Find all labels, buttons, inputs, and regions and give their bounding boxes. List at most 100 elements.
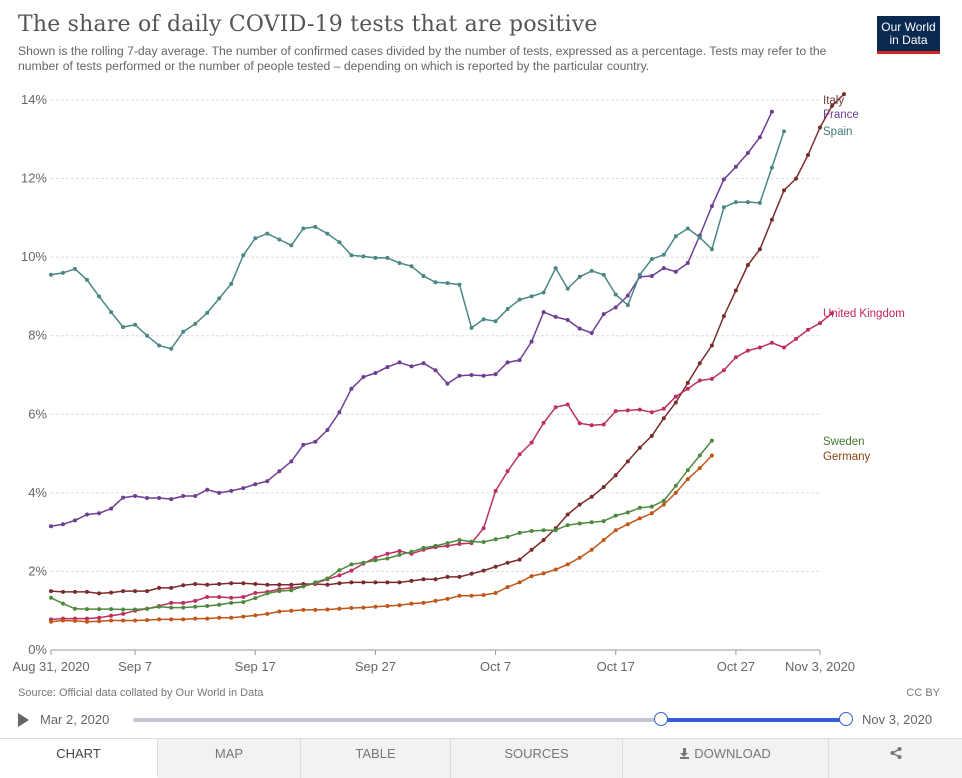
data-point: [589, 268, 594, 273]
data-point: [445, 381, 450, 386]
data-point: [613, 528, 618, 533]
data-point: [577, 502, 582, 507]
data-point: [277, 237, 282, 242]
data-point: [769, 165, 774, 170]
data-point: [277, 589, 282, 594]
data-point: [337, 410, 342, 415]
data-point: [457, 282, 462, 287]
data-point: [625, 522, 630, 527]
data-point: [409, 601, 414, 606]
data-point: [769, 109, 774, 114]
series-line-united-kingdom: [50, 312, 833, 621]
data-point: [85, 277, 89, 282]
data-point: [565, 318, 570, 322]
data-point: [565, 523, 570, 528]
data-point: [337, 573, 342, 578]
data-point: [830, 311, 834, 316]
data-point: [169, 585, 174, 590]
data-point: [517, 452, 522, 457]
data-point: [649, 504, 654, 509]
data-point: [49, 595, 53, 600]
data-point: [553, 567, 558, 572]
data-point: [613, 409, 618, 414]
tab-table[interactable]: TABLE: [301, 739, 451, 778]
play-icon[interactable]: [18, 713, 29, 727]
timeline-end-handle[interactable]: [839, 712, 853, 726]
data-point: [85, 616, 89, 621]
data-point: [361, 254, 366, 259]
chart-title: The share of daily COVID-19 tests that a…: [18, 12, 598, 37]
data-point: [109, 613, 114, 618]
series-label: United Kingdom: [823, 308, 905, 320]
data-point: [145, 606, 150, 611]
data-point: [205, 487, 210, 492]
data-point: [133, 589, 138, 594]
data-point: [529, 339, 534, 344]
data-point: [445, 596, 450, 601]
data-point: [613, 513, 618, 518]
data-point: [589, 547, 594, 552]
data-point: [505, 585, 510, 590]
data-point: [553, 528, 558, 533]
timeline-start-handle[interactable]: [653, 712, 668, 726]
data-point: [97, 619, 102, 624]
x-tick-label: Oct 7: [480, 659, 511, 674]
data-point: [109, 310, 114, 315]
data-point: [121, 607, 126, 612]
data-point: [349, 568, 354, 573]
data-point: [181, 329, 186, 334]
data-point: [49, 524, 53, 529]
data-point: [241, 595, 246, 599]
data-point: [169, 600, 174, 605]
data-point: [85, 607, 89, 612]
data-point: [277, 582, 282, 587]
data-point: [709, 247, 714, 252]
tab-chart[interactable]: CHART: [0, 739, 158, 778]
data-point: [253, 591, 258, 595]
share-icon: [890, 747, 901, 759]
data-point: [349, 580, 354, 585]
data-point: [685, 477, 690, 482]
data-point: [373, 580, 378, 585]
data-point: [301, 607, 306, 612]
y-tick-label: 2%: [28, 563, 47, 578]
owid-logo[interactable]: Our World in Data: [877, 16, 940, 54]
data-point: [697, 235, 702, 240]
data-point: [109, 590, 114, 595]
data-point: [553, 314, 558, 319]
data-point: [649, 257, 654, 262]
data-point: [493, 564, 498, 569]
data-point: [493, 591, 498, 595]
data-point: [769, 340, 774, 345]
data-point: [649, 410, 654, 415]
data-point: [61, 589, 65, 594]
data-point: [625, 293, 630, 298]
share-button[interactable]: [829, 739, 962, 778]
data-point: [229, 595, 234, 600]
data-point: [325, 582, 330, 587]
data-point: [169, 617, 174, 622]
data-point: [806, 327, 810, 332]
tab-map[interactable]: MAP: [158, 739, 301, 778]
data-point: [565, 562, 570, 567]
license-link[interactable]: CC BY: [906, 687, 940, 699]
data-point: [673, 269, 678, 274]
data-point: [673, 234, 678, 239]
data-point: [565, 512, 570, 517]
data-point: [601, 272, 606, 277]
data-point: [517, 580, 522, 585]
data-point: [397, 261, 402, 265]
timeline-track[interactable]: [133, 718, 846, 722]
data-point: [818, 321, 822, 326]
data-point: [325, 231, 330, 236]
data-point: [493, 488, 498, 493]
timeline-start-label: Mar 2, 2020: [40, 712, 110, 727]
tab-sources[interactable]: SOURCES: [451, 739, 623, 778]
tab-download[interactable]: DOWNLOAD: [623, 739, 829, 778]
data-point: [205, 582, 210, 587]
data-point: [637, 272, 642, 277]
data-point: [313, 607, 318, 612]
data-point: [409, 549, 414, 554]
data-point: [457, 593, 462, 598]
data-point: [169, 497, 174, 502]
